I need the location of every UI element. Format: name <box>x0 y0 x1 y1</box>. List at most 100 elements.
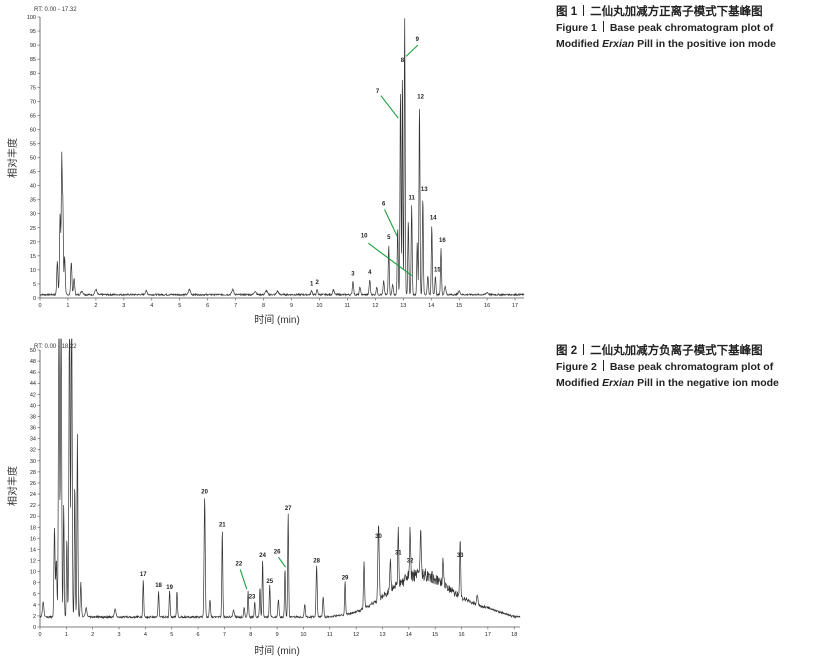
y-tick-label: 6 <box>33 592 36 598</box>
x-tick-label: 9 <box>276 632 279 638</box>
peak-leader-line <box>368 242 412 276</box>
y-tick-label: 26 <box>30 481 36 487</box>
peak-label: 2 <box>316 280 320 286</box>
figure-1-caption: 图 1 二仙丸加减方正离子模式下基峰图 Figure 1 Base peak chr… <box>556 4 776 52</box>
caption-en-line1: Figure 2 Base peak chromatogram plot of <box>556 360 774 373</box>
y-tick-label: 32 <box>30 448 36 454</box>
x-tick-label: 13 <box>400 303 406 309</box>
x-tick-label: 8 <box>262 303 265 309</box>
y-tick-label: 65 <box>30 113 36 119</box>
peak-label: 5 <box>387 235 391 241</box>
y-tick-label: 24 <box>30 492 36 498</box>
y-tick-label: 44 <box>30 381 36 387</box>
y-tick-label: 48 <box>30 359 36 365</box>
y-tick-label: 46 <box>30 370 36 376</box>
y-tick-label: 15 <box>30 254 36 260</box>
x-tick-label: 16 <box>458 632 464 638</box>
y-tick-label: 5 <box>33 282 36 288</box>
chromatogram-positive: RT: 0.00 - 17.32 相对丰度 时间 (min) 051015202… <box>6 7 525 326</box>
y-tick-label: 22 <box>30 503 36 509</box>
y-tick-label: 55 <box>30 141 36 147</box>
y-tick-label: 70 <box>30 99 36 105</box>
y-tick-label: 42 <box>30 392 36 398</box>
peak-leader-line <box>384 209 398 237</box>
x-tick-label: 10 <box>300 632 306 638</box>
x-tick-label: 2 <box>91 632 94 638</box>
x-tick-label: 12 <box>353 632 359 638</box>
peak-label: 17 <box>140 572 147 578</box>
peak-label: 21 <box>219 523 226 529</box>
x-tick-label: 10 <box>316 303 322 309</box>
peak-label: 20 <box>201 489 208 495</box>
figure-2-caption: 图 2 二仙丸加减方负离子模式下基峰图 Figure 2 Base peak chr… <box>556 343 779 391</box>
y-tick-label: 18 <box>30 525 36 531</box>
caption-en-line1: Figure 1 Base peak chromatogram plot of <box>556 21 774 34</box>
peak-leader-line <box>405 44 419 57</box>
x-tick-label: 3 <box>118 632 121 638</box>
peak-label: 29 <box>342 575 349 581</box>
peak-label: 24 <box>259 553 266 559</box>
peak-label: 33 <box>457 553 464 559</box>
y-tick-label: 40 <box>30 403 36 409</box>
x-tick-label: 1 <box>66 303 69 309</box>
peak-label: 11 <box>408 196 415 202</box>
chromatogram-trace <box>39 18 525 297</box>
y-axis-label: 相对丰度 <box>6 466 19 506</box>
y-tick-label: 16 <box>30 536 36 542</box>
peak-label: 7 <box>376 89 380 95</box>
peak-label: 16 <box>439 238 446 244</box>
x-tick-label: 17 <box>512 303 518 309</box>
x-tick-label: 0 <box>38 303 41 309</box>
y-tick-label: 2 <box>33 614 36 620</box>
x-tick-label: 14 <box>428 303 434 309</box>
x-tick-label: 17 <box>485 632 491 638</box>
chromatogram-trace <box>39 338 521 620</box>
x-tick-label: 11 <box>345 303 351 309</box>
peak-label: 9 <box>416 37 420 43</box>
y-tick-label: 50 <box>30 156 36 162</box>
caption-zh: 图 1 二仙丸加减方正离子模式下基峰图 <box>556 5 763 18</box>
peak-label: 31 <box>395 550 402 556</box>
x-tick-label: 3 <box>122 303 125 309</box>
y-tick-label: 40 <box>30 184 36 190</box>
x-tick-label: 5 <box>178 303 181 309</box>
rt-range-label: RT: 0.00 - 17.32 <box>34 7 77 13</box>
peak-label: 13 <box>421 187 428 193</box>
y-tick-label: 34 <box>30 437 36 443</box>
caption-en-line2: Modified Erxian Pill in the negative ion… <box>556 377 779 389</box>
x-tick-label: 15 <box>456 303 462 309</box>
y-tick-label: 60 <box>30 127 36 133</box>
peak-label: 26 <box>274 549 281 555</box>
x-tick-label: 16 <box>484 303 490 309</box>
y-tick-label: 30 <box>30 212 36 218</box>
x-tick-label: 5 <box>170 632 173 638</box>
peak-label: 27 <box>285 506 292 512</box>
peak-label: 22 <box>236 562 243 568</box>
peak-label: 3 <box>351 272 355 278</box>
caption-en-line2: Modified Erxian Pill in the positive ion… <box>556 38 776 50</box>
y-tick-label: 35 <box>30 198 36 204</box>
x-axis-label: 时间 (min) <box>254 313 300 326</box>
x-tick-label: 1 <box>65 632 68 638</box>
x-tick-label: 0 <box>38 632 41 638</box>
y-tick-label: 85 <box>30 57 36 63</box>
y-tick-label: 0 <box>33 296 36 302</box>
peak-label: 18 <box>155 583 162 589</box>
peak-label: 1 <box>310 281 314 287</box>
x-tick-label: 6 <box>197 632 200 638</box>
x-tick-label: 2 <box>94 303 97 309</box>
x-tick-label: 15 <box>432 632 438 638</box>
x-tick-label: 8 <box>249 632 252 638</box>
peak-label: 6 <box>382 201 386 207</box>
chromatogram-negative: RT: 0.00 - 18.22 相对丰度 时间 (min) 024681012… <box>6 338 521 657</box>
y-tick-label: 10 <box>30 570 36 576</box>
y-tick-label: 100 <box>27 15 36 21</box>
y-tick-label: 95 <box>30 29 36 35</box>
peak-label: 30 <box>375 534 382 540</box>
y-tick-label: 75 <box>30 85 36 91</box>
peak-label: 23 <box>249 595 256 601</box>
peak-label: 12 <box>417 94 424 100</box>
y-tick-label: 45 <box>30 170 36 176</box>
x-tick-label: 9 <box>290 303 293 309</box>
y-tick-label: 90 <box>30 43 36 49</box>
